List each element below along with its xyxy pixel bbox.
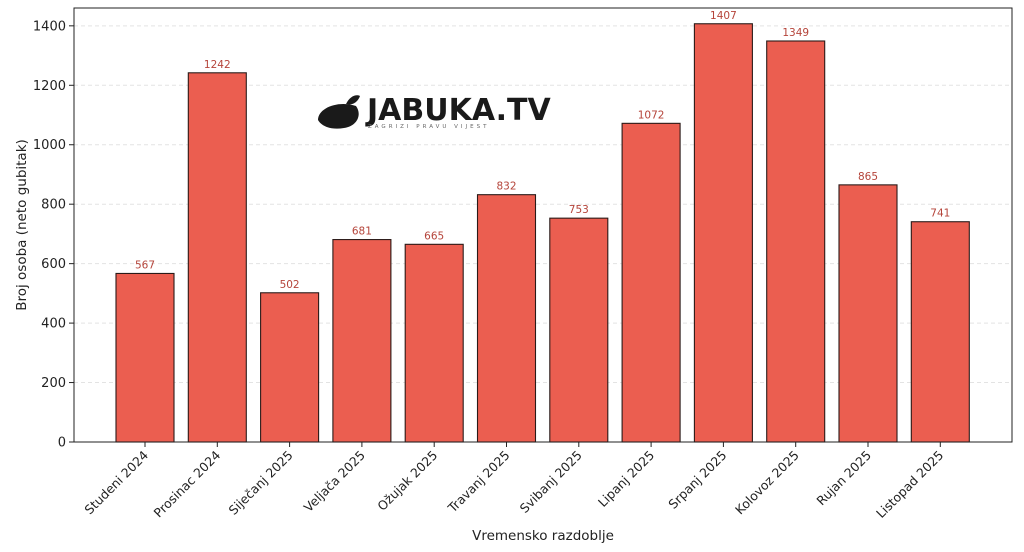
bar	[332, 239, 392, 443]
bar-value-label: 665	[424, 230, 444, 242]
bar	[621, 122, 681, 443]
y-tick-label: 400	[41, 317, 66, 332]
watermark-brand: JABUKA.TV	[365, 93, 551, 128]
bars	[115, 23, 970, 443]
plot-frame	[73, 7, 1013, 443]
bar	[187, 72, 247, 443]
y-axis-label: Broj osoba (neto gubitak)	[14, 139, 30, 311]
x-axis-ticks: Studeni 2024 Prosinac 2024 Siječanj 2025 Ve…	[81, 442, 946, 521]
x-tick-label: Veljača 2025	[301, 448, 368, 515]
bar-value-label: 681	[352, 226, 372, 238]
y-tick-label: 0	[58, 436, 66, 451]
bar	[476, 194, 537, 443]
y-tick-label: 800	[41, 198, 66, 213]
bar-value-label: 502	[280, 279, 300, 291]
watermark-tagline: ZAGRIZI PRAVU VIJEST	[368, 124, 489, 130]
bar-value-label: 1407	[710, 10, 737, 22]
y-tick-label: 1000	[33, 138, 66, 153]
x-tick-label: Rujan 2025	[813, 448, 874, 509]
y-tick-label: 600	[41, 257, 66, 272]
bar-value-label: 1072	[638, 109, 665, 121]
bar	[260, 292, 320, 443]
x-tick-label: Listopad 2025	[873, 448, 946, 521]
bar-value-label: 1242	[204, 59, 231, 71]
x-tick-label: Prosinac 2024	[151, 447, 224, 520]
bar	[404, 243, 464, 443]
x-tick-label: Studeni 2024	[81, 447, 151, 517]
watermark-logo: JABUKA.TV ZAGRIZI PRAVU VIJEST	[318, 93, 551, 130]
bar	[766, 40, 826, 443]
x-tick-label: Travanj 2025	[444, 448, 512, 516]
y-axis-ticks: 0 200 400 600 800 1000 1200 1400	[33, 19, 74, 451]
bar-value-label: 741	[930, 208, 950, 220]
bar-value-label: 753	[569, 204, 589, 216]
y-tick-label: 1400	[33, 19, 66, 34]
y-tick-label: 1200	[33, 79, 66, 94]
bar	[910, 221, 970, 443]
x-tick-label: Lipanj 2025	[595, 448, 657, 510]
x-tick-label: Svibanj 2025	[517, 448, 585, 516]
apple-bite-icon	[318, 103, 359, 129]
x-tick-label: Srpanj 2025	[665, 448, 729, 512]
apple-leaf-icon	[346, 95, 360, 105]
bar	[115, 272, 175, 443]
bar	[549, 217, 609, 443]
x-axis-label: Vremensko razdoblje	[472, 528, 614, 544]
bar-value-label: 567	[135, 259, 155, 271]
data-labels: 567 1242 502 681 665 832 753 1072 1407 1349 865 741	[135, 10, 950, 291]
bar	[693, 23, 753, 443]
bar-value-label: 865	[858, 171, 878, 183]
x-tick-label: Siječanj 2025	[226, 448, 296, 518]
bar	[838, 184, 898, 443]
y-tick-label: 200	[41, 376, 66, 391]
bar-value-label: 832	[496, 181, 516, 193]
x-tick-label: Kolovoz 2025	[732, 448, 802, 518]
bar-value-label: 1349	[782, 27, 809, 39]
x-tick-label: Ožujak 2025	[374, 448, 440, 514]
